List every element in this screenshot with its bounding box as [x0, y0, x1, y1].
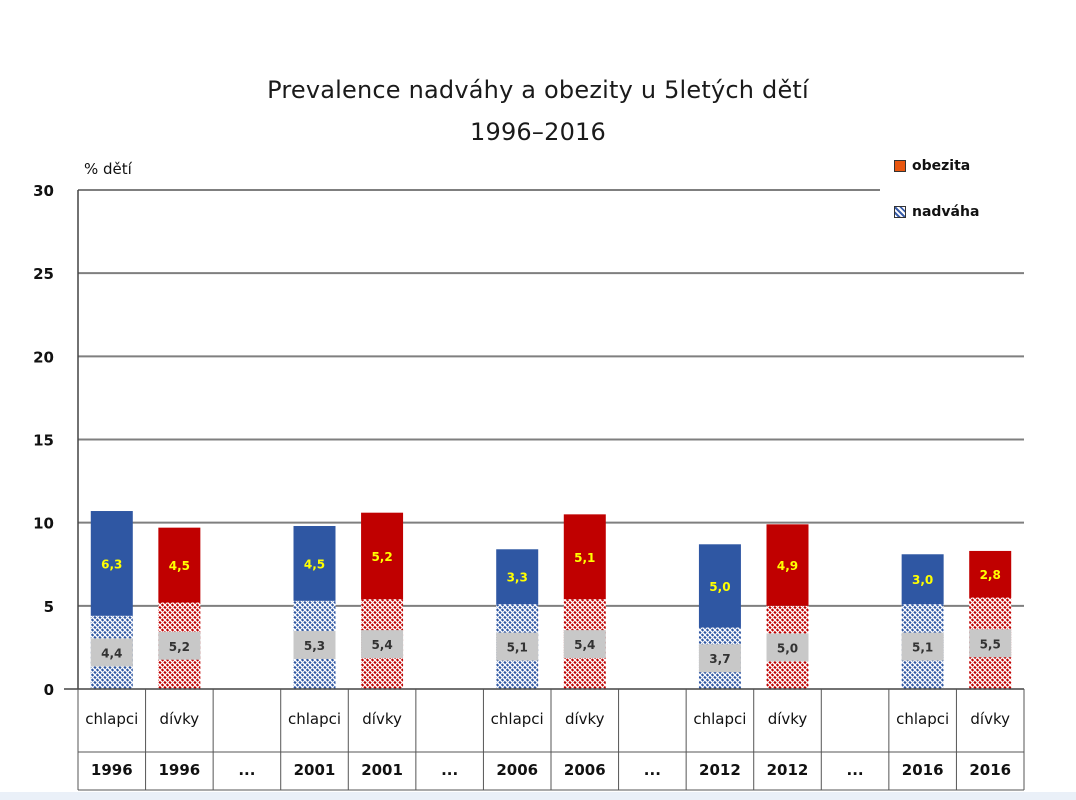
- data-label-nadvaha: 5,1: [912, 641, 933, 655]
- data-label-nadvaha: 5,4: [574, 638, 595, 652]
- y-tick-label: 0: [44, 681, 54, 699]
- y-tick-label: 25: [33, 265, 54, 283]
- bar-segment-obezita: [698, 544, 741, 628]
- data-label-obezita: 4,5: [169, 559, 190, 573]
- x-year-label: ...: [238, 761, 255, 779]
- bar-segment-obezita: [766, 524, 809, 606]
- legend-label-obezita: obezita: [912, 158, 971, 174]
- x-year-label: ...: [441, 761, 458, 779]
- y-tick-label: 10: [33, 515, 54, 533]
- legend-item-nadvaha: nadváha: [894, 204, 979, 220]
- data-label-obezita: 3,3: [507, 571, 528, 585]
- y-axis-label: % dětí: [84, 160, 132, 178]
- data-label-nadvaha: 5,1: [507, 641, 528, 655]
- x-year-label: 2001: [361, 761, 403, 779]
- data-label-nadvaha: 5,0: [777, 641, 798, 655]
- x-year-label: 2012: [767, 761, 809, 779]
- x-category-label: chlapci: [896, 710, 949, 728]
- y-tick-label: 20: [33, 348, 54, 366]
- x-year-label: 2006: [496, 761, 538, 779]
- x-category-label: dívky: [970, 710, 1010, 728]
- x-year-label: 2016: [902, 761, 944, 779]
- y-tick-label: 5: [44, 598, 54, 616]
- chart-title: Prevalence nadváhy a obezity u 5letých d…: [267, 76, 809, 104]
- legend-label-nadvaha: nadváha: [912, 204, 980, 220]
- x-category-label: chlapci: [693, 710, 746, 728]
- x-year-label: 2006: [564, 761, 606, 779]
- data-label-nadvaha: 5,5: [980, 637, 1001, 651]
- data-label-obezita: 3,0: [912, 573, 933, 587]
- data-label-obezita: 5,0: [709, 580, 730, 594]
- x-category-label: dívky: [565, 710, 605, 728]
- bar-segment-obezita: [563, 514, 606, 600]
- data-label-bg: [361, 630, 404, 659]
- bar-segment-obezita: [158, 527, 201, 603]
- x-category-label: dívky: [768, 710, 808, 728]
- x-category-label: dívky: [362, 710, 402, 728]
- data-label-bg: [90, 638, 133, 667]
- data-label-bg: [766, 633, 809, 662]
- x-category-label: chlapci: [288, 710, 341, 728]
- data-label-obezita: 6,3: [101, 557, 122, 571]
- y-tick-label: 30: [33, 182, 54, 200]
- data-label-bg: [293, 630, 336, 659]
- x-year-label: 2012: [699, 761, 741, 779]
- data-label-obezita: 5,1: [574, 551, 595, 565]
- data-label-bg: [563, 630, 606, 659]
- bar-segment-obezita: [90, 511, 133, 616]
- data-label-bg: [158, 631, 201, 660]
- bar-segment-obezita: [901, 554, 944, 605]
- x-year-label: ...: [644, 761, 661, 779]
- legend-item-obezita: obezita: [894, 158, 970, 174]
- data-label-bg: [969, 629, 1012, 658]
- data-label-obezita: 2,8: [980, 568, 1001, 582]
- data-label-nadvaha: 5,2: [169, 640, 190, 654]
- data-label-bg: [698, 644, 741, 673]
- x-year-label: 2001: [294, 761, 336, 779]
- bar-segment-obezita: [496, 549, 539, 605]
- data-label-obezita: 4,5: [304, 557, 325, 571]
- chart-legend: obezita nadváha: [880, 150, 1030, 240]
- chart-subtitle: 1996–2016: [470, 118, 606, 146]
- x-year-label: ...: [847, 761, 864, 779]
- x-category-label: chlapci: [491, 710, 544, 728]
- x-year-label: 2016: [969, 761, 1011, 779]
- data-label-nadvaha: 3,7: [709, 652, 730, 666]
- legend-swatch-obezita: [894, 160, 906, 172]
- data-label-nadvaha: 5,3: [304, 639, 325, 653]
- bar-segment-obezita: [361, 512, 404, 600]
- data-label-bg: [901, 632, 944, 661]
- data-label-obezita: 4,9: [777, 559, 798, 573]
- bottom-band: [0, 792, 1076, 800]
- x-category-label: chlapci: [85, 710, 138, 728]
- legend-swatch-nadvaha: [894, 206, 906, 218]
- x-year-label: 1996: [91, 761, 133, 779]
- data-label-nadvaha: 4,4: [101, 646, 122, 660]
- data-label-obezita: 5,2: [371, 550, 392, 564]
- x-year-label: 1996: [158, 761, 200, 779]
- data-label-nadvaha: 5,4: [371, 638, 392, 652]
- bar-segment-obezita: [969, 550, 1012, 598]
- bar-segment-obezita: [293, 525, 336, 601]
- data-label-bg: [496, 632, 539, 661]
- y-tick-label: 15: [33, 432, 54, 450]
- x-category-label: dívky: [160, 710, 200, 728]
